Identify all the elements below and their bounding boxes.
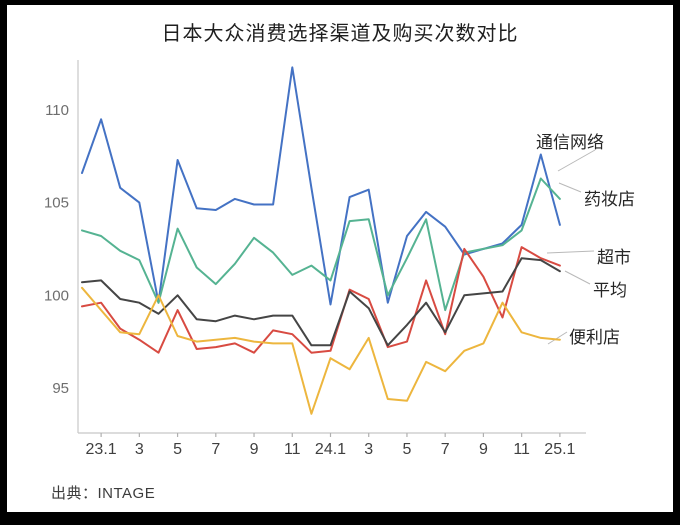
y-tick-label: 100 xyxy=(44,287,69,304)
leader-line-4 xyxy=(547,331,568,345)
leader-line-3 xyxy=(564,270,591,285)
series-label-tongxinwangluo: 通信网络 xyxy=(536,133,604,152)
x-tick-label: 5 xyxy=(173,441,182,458)
y-tick-label: 110 xyxy=(45,102,69,119)
x-tick-label: 5 xyxy=(403,441,412,458)
x-tick-label: 3 xyxy=(135,441,144,458)
series-label-yaozhuangdian: 药妆店 xyxy=(584,190,635,209)
series-label-pingjun: 平均 xyxy=(593,281,627,300)
series-label-bianlidian: 便利店 xyxy=(569,328,620,347)
x-tick-label: 7 xyxy=(211,441,220,458)
x-tick-label: 11 xyxy=(513,441,530,458)
x-tick-label: 25.1 xyxy=(544,441,575,458)
series-line-2 xyxy=(81,246,561,354)
series-line-4 xyxy=(81,286,561,415)
label-leader-lines xyxy=(546,149,596,345)
leader-line-2 xyxy=(546,250,595,254)
x-tick-label: 11 xyxy=(284,441,301,458)
chart-title: 日本大众消费选择渠道及购买次数对比 xyxy=(161,23,519,45)
y-tick-label: 95 xyxy=(52,380,69,397)
leader-line-0 xyxy=(557,149,596,172)
x-tick-label: 9 xyxy=(479,441,488,458)
leader-line-1 xyxy=(558,182,582,193)
line-chart-canvas: 95 100 105 110 23.1 3 5 7 9 11 24.1 3 5 7 9 11 25.1 xyxy=(44,60,596,458)
x-tick-label: 3 xyxy=(364,441,373,458)
series-label-chaoshi: 超市 xyxy=(597,248,631,267)
x-tick-label: 23.1 xyxy=(86,441,117,458)
slide-area: 日本大众消费选择渠道及购买次数对比 95 100 105 110 23.1 3 5 7 9 11 2… xyxy=(7,5,673,512)
x-tick-label: 9 xyxy=(250,441,259,458)
series-line-1 xyxy=(81,177,561,312)
x-tick-label: 24.1 xyxy=(315,441,346,458)
y-tick-label: 105 xyxy=(44,195,69,212)
series-line-3 xyxy=(81,257,561,347)
x-tick-label: 7 xyxy=(441,441,450,458)
series-line-0 xyxy=(81,66,561,306)
source-note: 出典：INTAGE xyxy=(51,485,156,502)
